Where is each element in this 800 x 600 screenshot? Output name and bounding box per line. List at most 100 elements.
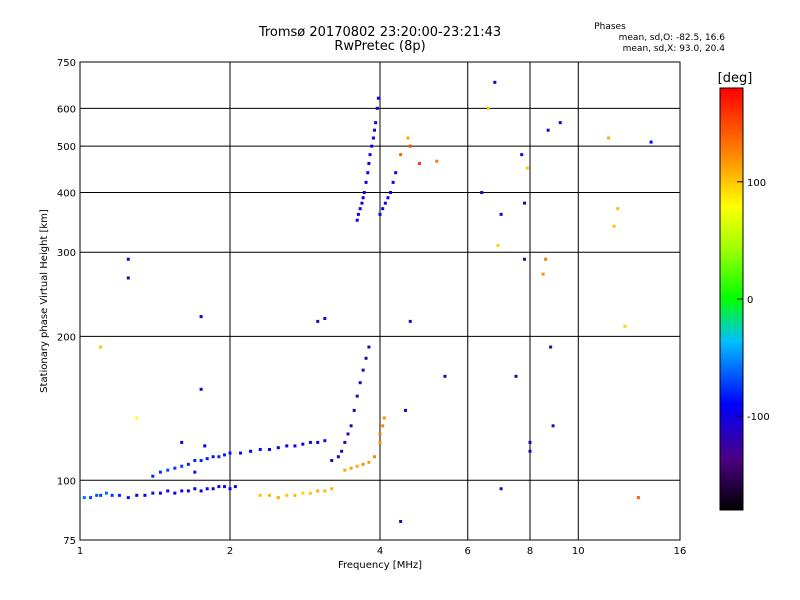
data-point (203, 444, 207, 448)
data-point (158, 470, 162, 474)
data-point (316, 489, 320, 493)
data-point (223, 485, 227, 489)
data-point (612, 224, 616, 228)
data-point (371, 136, 375, 140)
data-point (267, 447, 271, 451)
data-point (373, 128, 377, 132)
data-point (376, 96, 380, 100)
data-point (381, 424, 385, 428)
data-point (493, 80, 497, 84)
data-point (358, 207, 362, 211)
data-point (355, 464, 359, 468)
data-point (525, 166, 529, 170)
data-point (205, 487, 209, 491)
colorbar-label: [deg] (718, 71, 753, 86)
data-point (135, 416, 139, 420)
data-point (382, 416, 386, 420)
data-point (95, 493, 99, 497)
colorbar-tick-label: 100 (747, 178, 766, 189)
data-point (126, 276, 130, 280)
data-point (308, 491, 312, 495)
data-point (173, 466, 177, 470)
data-point (523, 201, 527, 205)
data-point (343, 468, 347, 472)
phase-box-x-stats: mean, sd,X: 93.0, 20.4 (622, 44, 725, 54)
data-point (104, 491, 108, 495)
data-point (89, 496, 93, 500)
x-tick-label: 1 (77, 546, 83, 557)
data-point (239, 451, 243, 455)
data-point (349, 466, 353, 470)
x-tick-label: 8 (527, 546, 533, 557)
data-point (301, 442, 305, 446)
data-point (514, 374, 518, 378)
data-point (546, 128, 550, 132)
data-point (364, 180, 368, 184)
data-point (340, 449, 344, 453)
data-point (541, 272, 545, 276)
grid (80, 62, 680, 540)
data-point (356, 212, 360, 216)
data-point (623, 324, 627, 328)
data-point (375, 106, 379, 110)
data-point (301, 491, 305, 495)
data-point (403, 408, 407, 412)
data-point (381, 207, 385, 211)
data-point (126, 257, 130, 261)
data-point (355, 218, 359, 222)
x-tick-label: 10 (572, 546, 585, 557)
axis-ticks: 1 2 4 8 16 6 10 75 100 200 300 400 500 600 750 (57, 58, 686, 557)
data-point (199, 387, 203, 391)
data-point (367, 161, 371, 165)
data-point (193, 458, 197, 462)
data-point (293, 444, 297, 448)
data-point (370, 144, 374, 148)
data-point (358, 381, 362, 385)
colorbar-tick-label: -100 (747, 412, 770, 423)
x-tick-label: 4 (377, 546, 383, 557)
data-point (486, 106, 490, 110)
data-point (323, 439, 327, 443)
data-point (99, 493, 103, 497)
data-point (267, 493, 271, 497)
data-point (199, 489, 203, 493)
data-point (367, 460, 371, 464)
data-point (323, 489, 327, 493)
y-tick-label: 400 (57, 188, 76, 199)
data-point (496, 243, 500, 247)
x-tick-label: 6 (465, 546, 471, 557)
data-point (373, 455, 377, 459)
data-point (616, 207, 620, 211)
y-tick-label: 100 (57, 476, 76, 487)
data-point (399, 153, 403, 157)
phase-box-o-stats: mean, sd,O: -82.5, 16.6 (618, 33, 725, 43)
data-point (249, 449, 253, 453)
data-point (558, 121, 562, 125)
colorbar-tick-label: 0 (747, 295, 753, 306)
data-point (285, 493, 289, 497)
data-point (158, 491, 162, 495)
data-point (523, 257, 527, 261)
data-point (355, 394, 359, 398)
y-axis-label: Stationary phase Virtual Height [km] (39, 209, 50, 393)
colorbar-ticks: 100 0 -100 (737, 178, 770, 423)
data-point (349, 424, 353, 428)
y-tick-label: 75 (63, 536, 76, 547)
x-tick-label: 2 (227, 546, 233, 557)
data-point (362, 190, 366, 194)
data-point (378, 432, 382, 436)
data-point (544, 257, 548, 261)
data-point (228, 451, 232, 455)
data-point (408, 144, 412, 148)
data-point (166, 468, 170, 472)
data-point (316, 319, 320, 323)
data-point (99, 345, 103, 349)
data-point (217, 485, 221, 489)
data-point (276, 496, 280, 500)
data-point (378, 212, 382, 216)
data-point (205, 457, 209, 461)
data-point (193, 470, 197, 474)
y-tick-label: 750 (57, 58, 76, 69)
data-point (394, 171, 398, 175)
